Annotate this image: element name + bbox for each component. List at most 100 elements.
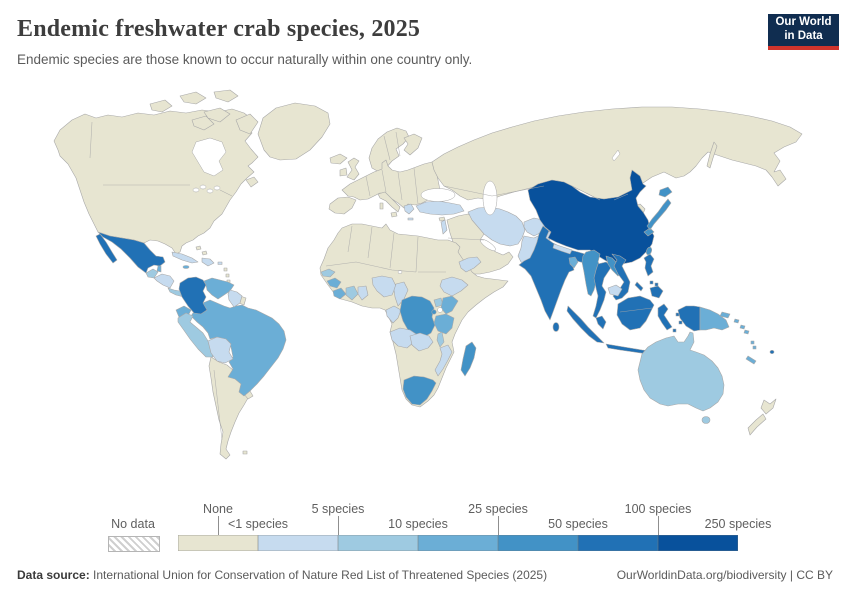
island-borneo[interactable] (616, 295, 655, 331)
country-borders (89, 121, 653, 441)
islands-caribbean-bahamas[interactable] (195, 245, 248, 455)
island-sumatra[interactable] (566, 305, 605, 344)
country-madagascar[interactable] (460, 341, 477, 377)
country-bangladesh[interactable] (568, 256, 579, 269)
country-south-africa[interactable] (402, 375, 437, 406)
country-ireland[interactable] (339, 167, 348, 177)
country-vietnam[interactable] (611, 253, 631, 301)
country-cambodia[interactable] (607, 284, 623, 297)
owid-logo-accent-bar (768, 46, 839, 50)
country-turkey[interactable] (415, 200, 465, 216)
great-lakes (199, 184, 207, 190)
legend-bin[interactable] (258, 535, 338, 551)
owid-logo[interactable]: Our World in Data (768, 14, 839, 50)
country-cameroon[interactable] (393, 281, 409, 307)
country-mozambique[interactable] (434, 344, 453, 377)
country-greece[interactable] (403, 203, 415, 221)
region-scandinavia[interactable] (368, 127, 410, 173)
data-source-text: International Union for Conservation of … (93, 568, 548, 582)
legend-bin[interactable] (578, 535, 658, 551)
region-congo-gabon[interactable] (385, 305, 402, 324)
country-australia[interactable] (637, 331, 725, 412)
country-greenland[interactable] (257, 102, 331, 161)
arctic-islands[interactable] (149, 89, 259, 135)
country-myanmar[interactable] (581, 249, 603, 297)
country-zambia[interactable] (409, 332, 434, 352)
region-levant[interactable] (440, 219, 448, 235)
region-west-papua[interactable] (677, 305, 701, 332)
page-subtitle: Endemic species are those known to occur… (17, 52, 473, 67)
country-japan[interactable] (643, 186, 673, 237)
island-sakhalin[interactable] (706, 141, 718, 169)
country-guinea[interactable] (326, 277, 342, 289)
caspian-sea (482, 180, 498, 216)
country-malawi[interactable] (436, 331, 445, 348)
country-philippines[interactable] (634, 253, 664, 299)
legend-bin[interactable] (658, 535, 738, 551)
black-sea (420, 188, 456, 202)
country-nigeria[interactable] (371, 275, 397, 298)
country-nepal[interactable] (552, 243, 573, 255)
country-guatemala[interactable] (145, 268, 159, 279)
country-united-kingdom[interactable] (346, 157, 360, 181)
page-title: Endemic freshwater crab species, 2025 (17, 16, 421, 42)
island-newfoundland[interactable] (245, 176, 259, 188)
legend-bin[interactable] (418, 535, 498, 551)
island-puerto-rico[interactable] (217, 261, 223, 265)
country-taiwan[interactable] (645, 246, 653, 256)
lake-chad (397, 270, 403, 274)
region-rwanda-burundi[interactable] (431, 309, 437, 315)
country-jamaica[interactable] (182, 265, 190, 269)
country-iran[interactable] (467, 206, 526, 247)
country-new-zealand[interactable] (747, 398, 777, 436)
region-iberia[interactable] (328, 196, 357, 215)
island-tasmania[interactable] (701, 416, 711, 424)
country-yemen[interactable] (458, 256, 482, 273)
region-mainland-europe[interactable] (341, 159, 441, 209)
owid-logo-line2: in Data (784, 30, 823, 42)
country-italy[interactable] (377, 191, 401, 218)
country-iceland[interactable] (329, 153, 348, 165)
country-thailand[interactable] (592, 261, 613, 319)
footer-link[interactable]: OurWorldinData.org/biodiversity | CC BY (616, 568, 833, 582)
chart-footer: Data source: International Union for Con… (17, 568, 833, 582)
country-tanzania[interactable] (433, 313, 455, 335)
country-finland[interactable] (403, 133, 423, 156)
great-lakes (192, 187, 200, 193)
data-source-label: Data source: (17, 568, 90, 582)
country-fiji[interactable] (769, 349, 775, 354)
hudson-bay (191, 137, 227, 177)
legend-bin[interactable] (338, 535, 418, 551)
country-vanuatu[interactable] (750, 340, 757, 350)
region-guyana-suriname[interactable] (227, 289, 243, 308)
country-brazil[interactable] (190, 299, 287, 397)
country-senegal[interactable] (320, 268, 336, 278)
great-lakes (213, 185, 221, 191)
country-ivory-coast[interactable] (345, 285, 359, 301)
country-new-caledonia[interactable] (745, 355, 757, 365)
country-venezuela[interactable] (203, 277, 235, 300)
country-drc[interactable] (399, 295, 436, 338)
island-hispaniola[interactable] (201, 257, 215, 267)
country-ghana[interactable] (357, 285, 369, 301)
great-lakes (206, 188, 214, 194)
region-sierra-leone-liberia[interactable] (332, 287, 347, 300)
country-solomon-islands[interactable] (739, 324, 750, 335)
country-ethiopia[interactable] (439, 276, 469, 297)
legend-bin[interactable] (498, 535, 578, 551)
island-sulawesi[interactable] (657, 303, 683, 333)
country-north-america[interactable] (53, 108, 259, 255)
region-honduras-nicaragua[interactable] (153, 273, 175, 289)
owid-logo-line1: Our World (775, 16, 832, 29)
country-bolivia[interactable] (207, 336, 234, 364)
lake-baikal (611, 149, 621, 162)
country-sri-lanka[interactable] (552, 322, 560, 332)
country-malaysia[interactable] (595, 315, 607, 330)
legend-bin[interactable] (178, 535, 258, 551)
country-cuba[interactable] (171, 251, 199, 264)
country-papua-new-guinea[interactable] (699, 306, 740, 331)
country-colombia[interactable] (178, 276, 208, 315)
country-belize[interactable] (156, 265, 162, 273)
